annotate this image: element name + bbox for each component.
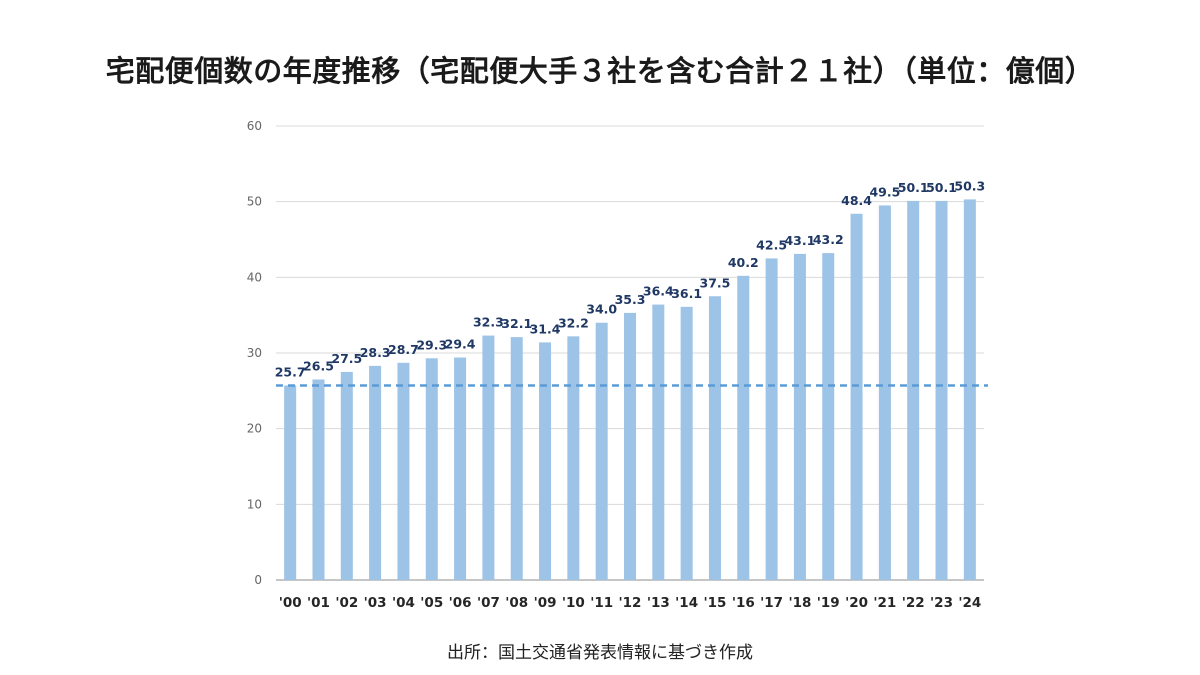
x-axis-ticks: '00 '01 '02 '03 '04 '05 '06 '07 '08 '09 '10 '11 '12 '… — [279, 595, 982, 611]
x-tick-label: '15 — [703, 595, 726, 611]
data-label: 32.3 — [473, 315, 504, 330]
x-tick-label: '20 — [845, 595, 868, 611]
y-tick-label: 30 — [247, 346, 262, 360]
data-label: 25.7 — [275, 365, 306, 380]
bar — [624, 312, 636, 580]
x-tick-label: '16 — [732, 595, 755, 611]
y-tick-label: 20 — [247, 422, 262, 436]
data-label: 32.2 — [558, 315, 589, 330]
data-label: 34.0 — [586, 302, 617, 317]
x-tick-label: '12 — [619, 595, 642, 611]
bar — [935, 200, 948, 580]
x-tick-label: '13 — [647, 595, 670, 611]
data-label: 43.1 — [784, 233, 815, 248]
data-label: 28.7 — [388, 342, 419, 357]
data-label: 29.3 — [416, 337, 447, 352]
y-tick-label: 60 — [247, 119, 262, 133]
y-tick-label: 0 — [254, 573, 262, 587]
x-tick-label: '06 — [449, 595, 472, 611]
bar — [737, 275, 750, 580]
bar — [340, 371, 353, 580]
bar — [850, 213, 863, 581]
bar — [963, 199, 976, 580]
data-label: 32.1 — [501, 316, 532, 331]
data-label: 35.3 — [615, 292, 646, 307]
bar — [284, 385, 297, 580]
bar — [595, 322, 608, 580]
x-tick-label: '05 — [420, 595, 443, 611]
x-tick-label: '10 — [562, 595, 585, 611]
source-note: 出所：国土交通省発表情報に基づき作成 — [447, 643, 753, 663]
x-tick-label: '18 — [788, 595, 811, 611]
data-label: 36.1 — [671, 286, 702, 301]
data-label: 49.5 — [869, 184, 900, 199]
bar — [765, 258, 778, 580]
x-tick-label: '03 — [364, 595, 387, 611]
data-label: 26.5 — [303, 358, 334, 373]
x-tick-label: '07 — [477, 595, 500, 611]
data-label: 40.2 — [728, 255, 759, 270]
y-axis-ticks: 0 10 20 30 40 50 60 — [247, 119, 262, 587]
data-label: 37.5 — [700, 275, 731, 290]
x-tick-label: '04 — [392, 595, 415, 611]
x-tick-label: '21 — [873, 595, 896, 611]
data-label: 48.4 — [841, 193, 872, 208]
bar — [425, 358, 438, 580]
x-tick-label: '19 — [817, 595, 840, 611]
x-tick-label: '14 — [675, 595, 698, 611]
bar — [907, 200, 920, 580]
data-label: 36.4 — [643, 284, 674, 299]
bar — [708, 296, 721, 580]
x-tick-label: '09 — [534, 595, 557, 611]
data-label: 50.1 — [898, 180, 929, 195]
bar — [652, 304, 665, 580]
x-tick-label: '11 — [590, 595, 613, 611]
data-label: 50.1 — [926, 180, 957, 195]
bar — [822, 253, 835, 580]
x-tick-label: '00 — [279, 595, 302, 611]
data-label: 43.2 — [813, 232, 844, 247]
bar — [454, 357, 467, 580]
data-label: 42.5 — [756, 237, 787, 252]
bar — [510, 337, 523, 580]
bar — [369, 365, 382, 580]
bar — [539, 342, 552, 580]
x-tick-label: '17 — [760, 595, 783, 611]
data-label: 29.4 — [445, 337, 476, 352]
bar — [793, 253, 806, 581]
bar — [878, 205, 891, 580]
data-label: 28.3 — [360, 345, 391, 360]
x-tick-label: '24 — [958, 595, 981, 611]
data-label: 31.4 — [530, 321, 561, 336]
data-labels: 25.726.527.528.328.729.329.4 32.332.131.4… — [275, 178, 986, 379]
y-tick-label: 40 — [247, 270, 262, 284]
bar — [397, 362, 410, 580]
x-tick-label: '01 — [307, 595, 330, 611]
y-tick-label: 50 — [247, 195, 262, 209]
x-tick-label: '08 — [505, 595, 528, 611]
data-label: 50.3 — [954, 178, 985, 193]
x-tick-label: '02 — [335, 595, 358, 611]
bars — [284, 199, 976, 581]
chart-title: 宅配便個数の年度推移（宅配便大手３社を含む合計２１社）（単位：億個） — [105, 54, 1095, 88]
x-tick-label: '22 — [902, 595, 925, 611]
bar — [312, 379, 325, 580]
bar — [482, 335, 495, 580]
bar — [680, 306, 693, 580]
y-tick-label: 10 — [247, 497, 262, 511]
bar — [567, 336, 580, 580]
data-label: 27.5 — [331, 351, 362, 366]
x-tick-label: '23 — [930, 595, 953, 611]
